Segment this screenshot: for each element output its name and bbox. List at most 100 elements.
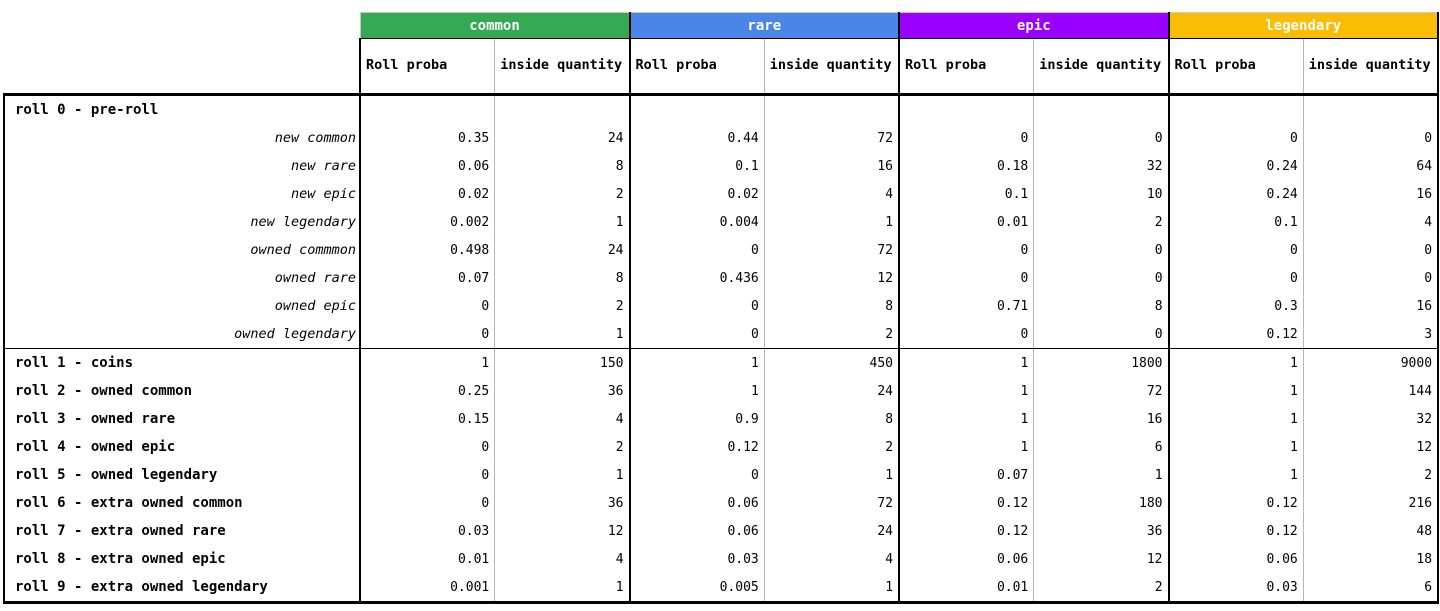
cell-inside-quantity[interactable]: 8 [763, 405, 900, 433]
cell-inside-quantity[interactable]: 4 [494, 405, 630, 433]
cell-roll-proba[interactable]: 0.01 [359, 545, 495, 573]
cell-roll-proba[interactable]: 0.15 [359, 405, 495, 433]
cell-roll-proba[interactable]: 1 [1167, 433, 1304, 461]
cell-inside-quantity[interactable]: 150 [494, 348, 630, 377]
cell-roll-proba[interactable]: 0.24 [1167, 180, 1304, 208]
cell-inside-quantity[interactable]: 1 [494, 573, 630, 604]
cell-inside-quantity[interactable]: 2 [763, 320, 900, 349]
cell-inside-quantity[interactable]: 4 [763, 180, 900, 208]
cell-roll-proba[interactable]: 0.12 [1167, 517, 1304, 545]
cell-roll-proba[interactable]: 1 [1167, 348, 1304, 377]
row-label[interactable]: roll 5 - owned legendary [3, 461, 360, 489]
cell-inside-quantity[interactable]: 216 [1302, 489, 1440, 517]
col-header-roll-proba[interactable]: Roll proba [628, 38, 765, 96]
cell-roll-proba[interactable]: 0 [1167, 264, 1304, 292]
row-label[interactable]: roll 0 - pre-roll [3, 94, 360, 124]
cell-roll-proba[interactable]: 0 [359, 489, 495, 517]
cell-inside-quantity[interactable]: 32 [1033, 152, 1169, 180]
cell-roll-proba[interactable]: 0.06 [628, 489, 765, 517]
cell-inside-quantity[interactable]: 8 [1033, 292, 1169, 320]
cell-inside-quantity[interactable]: 3 [1302, 320, 1440, 349]
cell-inside-quantity[interactable]: 1 [1033, 461, 1169, 489]
cell-roll-proba[interactable]: 1 [898, 377, 1034, 405]
cell-inside-quantity[interactable]: 12 [1033, 545, 1169, 573]
col-header-roll-proba[interactable]: Roll proba [898, 38, 1034, 96]
row-label[interactable]: owned rare [3, 264, 360, 292]
cell-inside-quantity[interactable]: 180 [1033, 489, 1169, 517]
tier-header-common[interactable]: common [359, 12, 630, 39]
cell-inside-quantity[interactable]: 2 [494, 180, 630, 208]
cell-inside-quantity[interactable]: 0 [1033, 236, 1169, 264]
cell-inside-quantity[interactable] [1302, 94, 1440, 124]
cell-inside-quantity[interactable]: 72 [763, 489, 900, 517]
cell-roll-proba[interactable]: 0.01 [898, 573, 1034, 604]
cell-roll-proba[interactable]: 0.07 [898, 461, 1034, 489]
cell-roll-proba[interactable]: 0.03 [1167, 573, 1304, 604]
cell-roll-proba[interactable]: 0.1 [1167, 208, 1304, 236]
col-header-inside-quantity[interactable]: inside quantity [1033, 38, 1169, 96]
row-label[interactable]: roll 9 - extra owned legendary [3, 573, 360, 604]
cell-roll-proba[interactable]: 0 [359, 292, 495, 320]
cell-roll-proba[interactable]: 1 [898, 433, 1034, 461]
cell-inside-quantity[interactable]: 0 [1033, 124, 1169, 152]
cell-roll-proba[interactable]: 0.002 [359, 208, 495, 236]
cell-inside-quantity[interactable]: 1 [494, 320, 630, 349]
cell-roll-proba[interactable]: 0.01 [898, 208, 1034, 236]
cell-roll-proba[interactable]: 0 [628, 292, 765, 320]
row-label[interactable]: new common [3, 124, 360, 152]
cell-roll-proba[interactable]: 0.25 [359, 377, 495, 405]
cell-inside-quantity[interactable]: 16 [763, 152, 900, 180]
cell-roll-proba[interactable]: 0 [359, 461, 495, 489]
cell-inside-quantity[interactable]: 18 [1302, 545, 1440, 573]
cell-roll-proba[interactable]: 0.12 [898, 489, 1034, 517]
row-label[interactable]: roll 4 - owned epic [3, 433, 360, 461]
cell-inside-quantity[interactable]: 24 [494, 124, 630, 152]
cell-inside-quantity[interactable]: 1 [763, 208, 900, 236]
cell-inside-quantity[interactable]: 1 [763, 573, 900, 604]
cell-inside-quantity[interactable]: 2 [1302, 461, 1440, 489]
cell-roll-proba[interactable]: 0.44 [628, 124, 765, 152]
cell-roll-proba[interactable]: 0.001 [359, 573, 495, 604]
cell-roll-proba[interactable]: 0.12 [1167, 489, 1304, 517]
cell-roll-proba[interactable]: 0.06 [628, 517, 765, 545]
cell-inside-quantity[interactable]: 16 [1302, 180, 1440, 208]
cell-roll-proba[interactable]: 0.24 [1167, 152, 1304, 180]
cell-inside-quantity[interactable]: 24 [763, 517, 900, 545]
cell-roll-proba[interactable]: 0.71 [898, 292, 1034, 320]
cell-inside-quantity[interactable]: 12 [763, 264, 900, 292]
row-label[interactable]: owned legendary [3, 320, 360, 349]
col-header-inside-quantity[interactable]: inside quantity [494, 38, 630, 96]
cell-roll-proba[interactable]: 1 [1167, 461, 1304, 489]
cell-roll-proba[interactable]: 0.35 [359, 124, 495, 152]
cell-inside-quantity[interactable]: 24 [494, 236, 630, 264]
cell-roll-proba[interactable]: 0.03 [628, 545, 765, 573]
cell-inside-quantity[interactable] [1033, 94, 1169, 124]
cell-roll-proba[interactable]: 0.436 [628, 264, 765, 292]
row-label[interactable]: roll 1 - coins [3, 348, 360, 377]
cell-inside-quantity[interactable]: 36 [494, 377, 630, 405]
cell-roll-proba[interactable]: 1 [898, 348, 1034, 377]
tier-header-legendary[interactable]: legendary [1167, 12, 1440, 39]
cell-roll-proba[interactable]: 0.3 [1167, 292, 1304, 320]
cell-roll-proba[interactable]: 0.498 [359, 236, 495, 264]
cell-inside-quantity[interactable]: 0 [1302, 264, 1440, 292]
cell-inside-quantity[interactable]: 1 [494, 461, 630, 489]
cell-inside-quantity[interactable]: 6 [1033, 433, 1169, 461]
cell-roll-proba[interactable]: 0.005 [628, 573, 765, 604]
cell-inside-quantity[interactable]: 4 [763, 545, 900, 573]
col-header-roll-proba[interactable]: Roll proba [1167, 38, 1304, 96]
cell-roll-proba[interactable]: 1 [1167, 377, 1304, 405]
row-label[interactable]: roll 3 - owned rare [3, 405, 360, 433]
row-label[interactable]: roll 7 - extra owned rare [3, 517, 360, 545]
cell-inside-quantity[interactable]: 1800 [1033, 348, 1169, 377]
cell-inside-quantity[interactable]: 9000 [1302, 348, 1440, 377]
cell-inside-quantity[interactable]: 1 [494, 208, 630, 236]
row-label[interactable]: owned commmon [3, 236, 360, 264]
cell-inside-quantity[interactable]: 48 [1302, 517, 1440, 545]
cell-roll-proba[interactable]: 0 [359, 320, 495, 349]
cell-roll-proba[interactable]: 0.1 [898, 180, 1034, 208]
cell-inside-quantity[interactable]: 72 [763, 124, 900, 152]
cell-roll-proba[interactable]: 1 [628, 377, 765, 405]
cell-inside-quantity[interactable]: 0 [1302, 124, 1440, 152]
cell-inside-quantity[interactable]: 16 [1302, 292, 1440, 320]
